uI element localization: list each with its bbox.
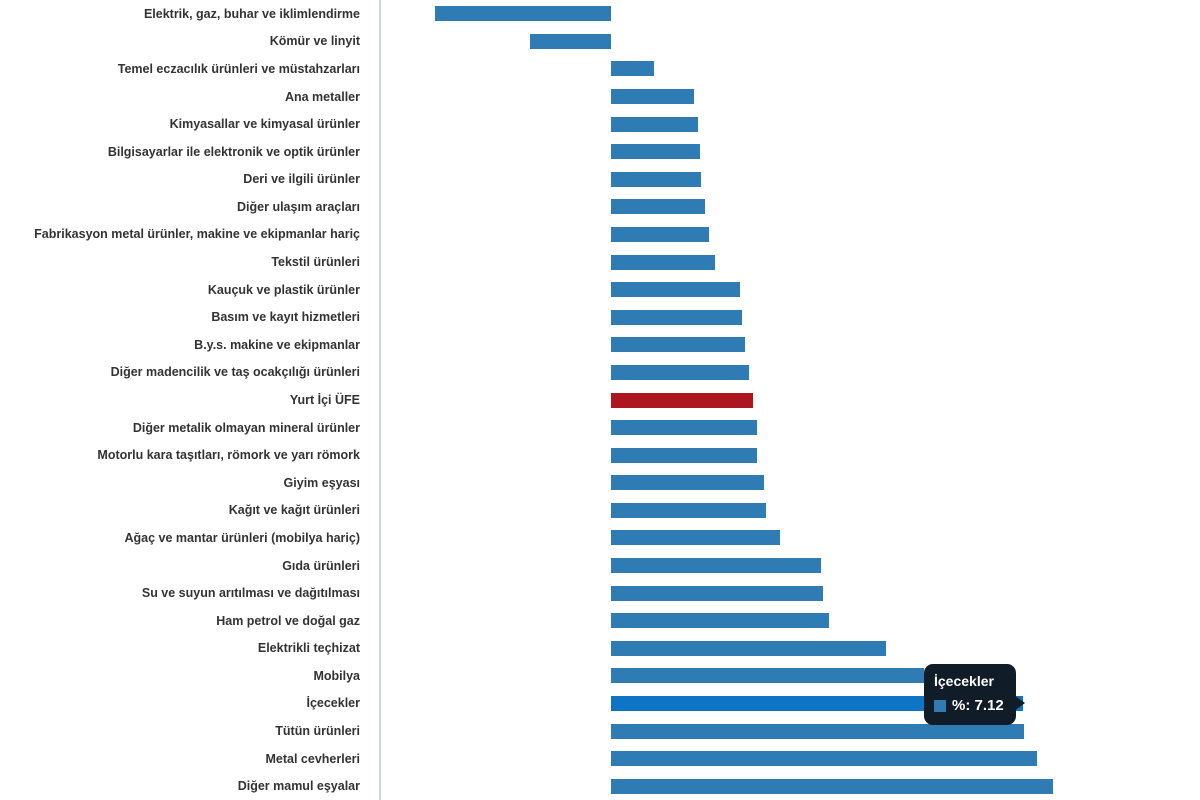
bar-segment[interactable] xyxy=(611,116,699,132)
category-label: İçecekler xyxy=(306,696,360,711)
bar-segment[interactable] xyxy=(611,558,822,574)
category-label: Mobilya xyxy=(313,668,360,683)
category-label: Temel eczacılık ürünleri ve müstahzarlar… xyxy=(117,61,360,76)
tooltip-value: %: 7.12 xyxy=(952,697,1004,714)
bar-segment[interactable] xyxy=(611,751,1037,767)
bar-segment[interactable] xyxy=(611,364,749,380)
bar-segment[interactable] xyxy=(611,61,655,77)
bar-segment[interactable] xyxy=(611,475,764,491)
category-label: Gıda ürünleri xyxy=(282,558,360,573)
bar-segment[interactable] xyxy=(611,337,745,353)
bar-reference[interactable] xyxy=(611,392,754,408)
category-label: Kauçuk ve plastik ürünler xyxy=(207,282,360,297)
category-label: Ham petrol ve doğal gaz xyxy=(216,613,360,628)
category-label: Diğer ulaşım araçları xyxy=(237,199,360,214)
category-label: Tekstil ürünleri xyxy=(271,255,360,270)
category-label: Metal cevherleri xyxy=(265,751,361,766)
bar-segment[interactable] xyxy=(611,199,705,215)
category-label: Ağaç ve mantar ürünleri (mobilya hariç) xyxy=(124,530,361,545)
bar-segment[interactable] xyxy=(434,6,611,22)
category-axis-line xyxy=(379,0,381,800)
category-label: Bilgisayarlar ile elektronik ve optik ür… xyxy=(107,144,360,159)
bar-segment[interactable] xyxy=(611,585,823,601)
bar-segment[interactable] xyxy=(611,668,925,684)
bar-segment[interactable] xyxy=(611,226,709,242)
bar-segment[interactable] xyxy=(611,447,758,463)
bar-segment[interactable] xyxy=(611,420,757,436)
category-label: Basım ve kayıt hizmetleri xyxy=(211,310,360,325)
bar-segment[interactable] xyxy=(611,613,830,629)
category-label: Motorlu kara taşıtları, römork ve yarı r… xyxy=(97,448,360,463)
category-label: Elektrikli teçhizat xyxy=(257,641,360,656)
category-label: Elektrik, gaz, buhar ve iklimlendirme xyxy=(143,6,360,21)
bar-segment[interactable] xyxy=(611,778,1053,794)
series-marker-icon xyxy=(934,700,946,712)
bar-segment[interactable] xyxy=(611,282,741,298)
category-label: Giyim eşyası xyxy=(283,475,360,490)
category-label: Diğer mamul eşyalar xyxy=(237,779,360,794)
tooltip-value-row: %: 7.12 xyxy=(934,697,1006,715)
bar-segment[interactable] xyxy=(611,309,743,325)
bar-segment[interactable] xyxy=(611,89,694,105)
bar-segment[interactable] xyxy=(611,171,701,187)
bar-segment[interactable] xyxy=(611,723,1024,739)
category-label: Ana metaller xyxy=(284,89,360,104)
category-label: Kimyasallar ve kimyasal ürünler xyxy=(169,117,360,132)
category-label: Deri ve ilgili ürünler xyxy=(243,172,360,187)
category-label: Tütün ürünleri xyxy=(275,724,360,739)
category-label: B.y.s. makine ve ekipmanlar xyxy=(194,337,360,352)
tooltip-title: İçecekler xyxy=(934,673,994,689)
bar-segment[interactable] xyxy=(611,502,766,518)
bar-segment[interactable] xyxy=(611,530,781,546)
bar-segment[interactable] xyxy=(611,254,716,270)
category-label: Diğer madencilik ve taş ocakçılığı ürünl… xyxy=(110,365,360,380)
category-label: Kömür ve linyit xyxy=(269,34,360,49)
tooltip-callout-arrow-icon xyxy=(1014,695,1025,711)
bar-segment[interactable] xyxy=(611,695,1024,711)
category-label: Diğer metalik olmayan mineral ürünler xyxy=(132,420,360,435)
tooltip: İçecekler %: 7.12 xyxy=(924,664,1016,725)
bar-segment[interactable] xyxy=(611,144,700,160)
category-label: Kağıt ve kağıt ürünleri xyxy=(228,503,360,518)
bar-segment[interactable] xyxy=(529,33,611,49)
bar-segment[interactable] xyxy=(611,640,887,656)
category-label: Yurt İçi ÜFE xyxy=(289,392,360,407)
category-label: Fabrikasyon metal ürünler, makine ve eki… xyxy=(34,227,360,242)
category-label: Su ve suyun arıtılması ve dağıtılması xyxy=(141,586,360,601)
